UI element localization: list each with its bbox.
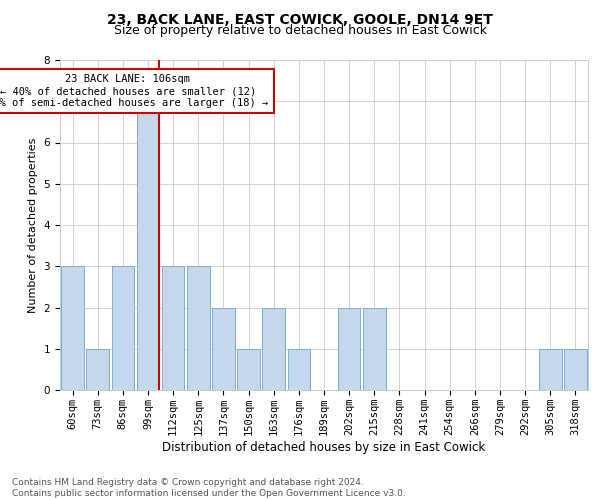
Bar xyxy=(162,266,184,390)
Bar xyxy=(363,308,386,390)
Text: Contains HM Land Registry data © Crown copyright and database right 2024.
Contai: Contains HM Land Registry data © Crown c… xyxy=(12,478,406,498)
Bar xyxy=(539,349,562,390)
Text: Size of property relative to detached houses in East Cowick: Size of property relative to detached ho… xyxy=(113,24,487,37)
Bar xyxy=(262,308,285,390)
Bar xyxy=(137,101,160,390)
Text: 23, BACK LANE, EAST COWICK, GOOLE, DN14 9ET: 23, BACK LANE, EAST COWICK, GOOLE, DN14 … xyxy=(107,12,493,26)
Bar xyxy=(287,349,310,390)
Bar xyxy=(564,349,587,390)
Bar xyxy=(237,349,260,390)
Bar xyxy=(212,308,235,390)
Bar xyxy=(187,266,209,390)
Bar xyxy=(86,349,109,390)
Y-axis label: Number of detached properties: Number of detached properties xyxy=(28,138,38,312)
Bar xyxy=(112,266,134,390)
X-axis label: Distribution of detached houses by size in East Cowick: Distribution of detached houses by size … xyxy=(163,440,485,454)
Bar xyxy=(61,266,84,390)
Text: 23 BACK LANE: 106sqm
← 40% of detached houses are smaller (12)
60% of semi-detac: 23 BACK LANE: 106sqm ← 40% of detached h… xyxy=(0,74,269,108)
Bar xyxy=(338,308,361,390)
